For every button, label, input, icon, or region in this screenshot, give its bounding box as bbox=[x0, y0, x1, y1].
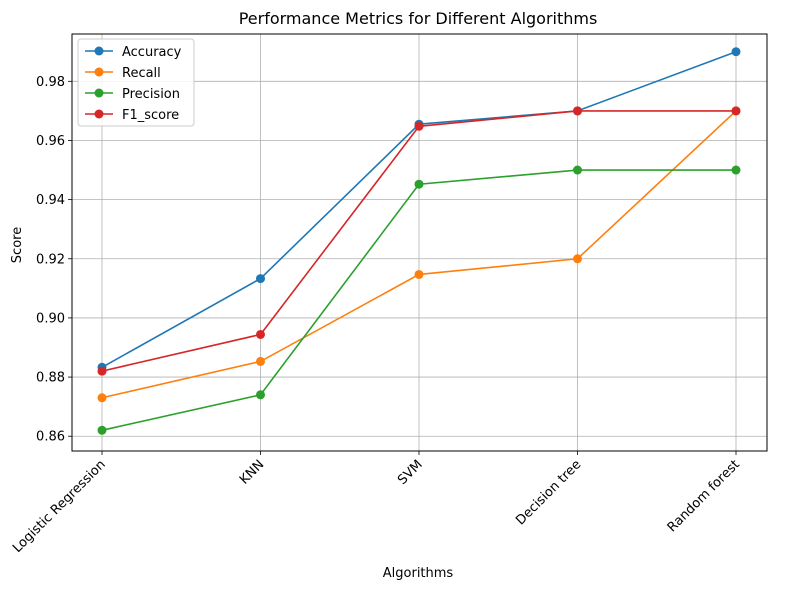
data-point-accuracy bbox=[256, 274, 265, 284]
legend-marker bbox=[94, 88, 104, 98]
y-tick-label: 0.94 bbox=[36, 193, 65, 208]
legend-item-f1-score: F1_score bbox=[85, 108, 179, 123]
legend-label: Recall bbox=[122, 66, 161, 81]
series-precision bbox=[97, 165, 741, 435]
y-tick-label: 0.92 bbox=[36, 252, 65, 267]
chart-legend: Accuracy Recall Precision F1_score bbox=[77, 38, 195, 127]
legend-marker bbox=[94, 46, 104, 56]
data-point-precision bbox=[97, 425, 107, 435]
data-point-f1-score bbox=[731, 106, 741, 116]
y-tick-label: 0.98 bbox=[36, 75, 65, 90]
data-point-precision bbox=[414, 179, 424, 189]
legend-item-recall: Recall bbox=[85, 66, 161, 81]
x-axis-label: Algorithms bbox=[383, 566, 454, 581]
data-point-recall bbox=[256, 356, 265, 366]
series-lines bbox=[97, 47, 741, 435]
y-tick-label: 0.90 bbox=[36, 311, 65, 326]
legend-box bbox=[77, 38, 195, 127]
data-point-precision bbox=[573, 165, 582, 175]
data-point-f1-score bbox=[97, 366, 107, 376]
data-point-precision bbox=[731, 165, 741, 175]
data-point-precision bbox=[256, 390, 265, 400]
data-point-recall bbox=[573, 254, 582, 264]
legend-label: Accuracy bbox=[122, 45, 182, 60]
data-point-recall bbox=[414, 269, 424, 279]
series-f1-score bbox=[97, 106, 741, 376]
legend-item-accuracy: Accuracy bbox=[85, 45, 182, 60]
plot-area-frame bbox=[71, 33, 768, 452]
legend-label: F1_score bbox=[122, 108, 179, 123]
chart-title: Performance Metrics for Different Algori… bbox=[239, 9, 598, 28]
data-point-accuracy bbox=[731, 47, 741, 57]
data-point-recall bbox=[97, 393, 107, 403]
y-axis-label: Score bbox=[10, 227, 25, 263]
data-point-f1-score bbox=[414, 121, 424, 131]
data-point-f1-score bbox=[573, 106, 582, 116]
y-axis-ticks: 0.86 0.88 0.90 0.92 0.94 0.96 0.98 bbox=[36, 75, 72, 445]
legend-label: Precision bbox=[122, 87, 180, 102]
legend-marker bbox=[94, 109, 104, 119]
legend-marker bbox=[94, 67, 104, 77]
legend-item-precision: Precision bbox=[85, 87, 180, 102]
y-tick-label: 0.88 bbox=[36, 371, 65, 386]
y-tick-label: 0.96 bbox=[36, 134, 65, 149]
data-point-f1-score bbox=[256, 329, 265, 339]
y-tick-label: 0.86 bbox=[36, 430, 65, 445]
